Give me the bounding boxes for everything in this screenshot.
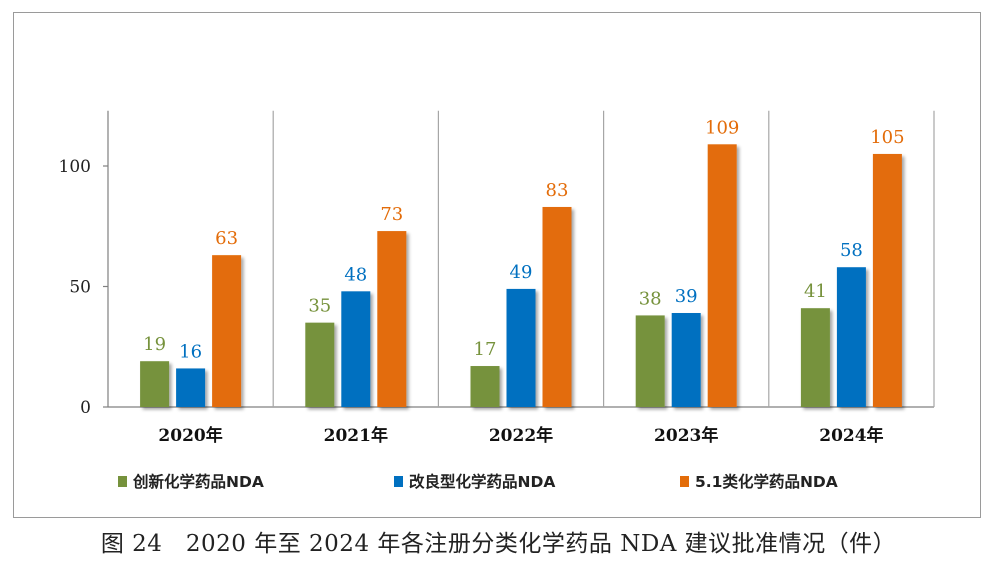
bar <box>542 206 572 407</box>
chart-data-labels: 19 35 17 38 41 16 48 49 39 58 63 73 83 109 105 <box>143 117 904 362</box>
data-label: 73 <box>380 204 403 225</box>
bar <box>140 361 170 407</box>
bar <box>671 313 701 407</box>
legend-label: 5.1类化学药品NDA <box>695 473 838 491</box>
bar <box>707 144 737 407</box>
data-label: 49 <box>510 262 533 283</box>
legend-label: 创新化学药品NDA <box>133 473 264 491</box>
data-label: 39 <box>675 286 698 307</box>
figure-caption: 图 24 2020 年至 2024 年各注册分类化学药品 NDA 建议批准情况（… <box>100 531 897 557</box>
bar <box>506 288 536 407</box>
bar <box>176 368 206 407</box>
data-label: 63 <box>215 228 238 249</box>
bar <box>341 291 371 407</box>
x-tick-label: 2020年 <box>158 425 222 446</box>
chart-bars <box>140 144 902 407</box>
data-label: 83 <box>546 180 569 201</box>
legend-swatch <box>394 475 403 487</box>
data-label: 105 <box>870 127 904 148</box>
bar <box>800 308 830 407</box>
chart-axes: 0 50 100 2020年 2021年 2022年 2023年 2024年 <box>59 110 935 446</box>
data-label: 35 <box>308 296 331 317</box>
x-tick-label: 2023年 <box>654 425 718 446</box>
y-tick-label: 0 <box>80 398 91 418</box>
data-label: 58 <box>840 240 863 261</box>
legend-swatch <box>118 475 127 487</box>
bar <box>872 153 902 407</box>
data-label: 38 <box>639 288 662 309</box>
x-tick-label: 2024年 <box>819 425 883 446</box>
legend-label: 改良型化学药品NDA <box>409 473 556 491</box>
y-tick-label: 50 <box>69 278 91 298</box>
data-label: 16 <box>179 341 202 362</box>
bar <box>836 267 866 407</box>
chart-frame <box>13 12 981 518</box>
data-label: 41 <box>804 281 827 302</box>
data-label: 109 <box>705 117 739 138</box>
legend-swatch <box>680 475 689 487</box>
bar <box>635 315 665 407</box>
x-tick-label: 2022年 <box>489 425 553 446</box>
bar <box>212 255 242 407</box>
legend-item: 5.1类化学药品NDA <box>680 470 838 492</box>
bar <box>377 231 407 407</box>
data-label: 48 <box>344 264 367 285</box>
y-tick-label: 100 <box>59 157 91 177</box>
legend-item: 创新化学药品NDA <box>118 470 264 492</box>
data-label: 17 <box>474 339 497 360</box>
bar <box>305 322 335 407</box>
x-tick-label: 2021年 <box>324 425 388 446</box>
legend-item: 改良型化学药品NDA <box>394 470 555 492</box>
bar <box>470 366 500 407</box>
data-label: 19 <box>143 334 166 355</box>
